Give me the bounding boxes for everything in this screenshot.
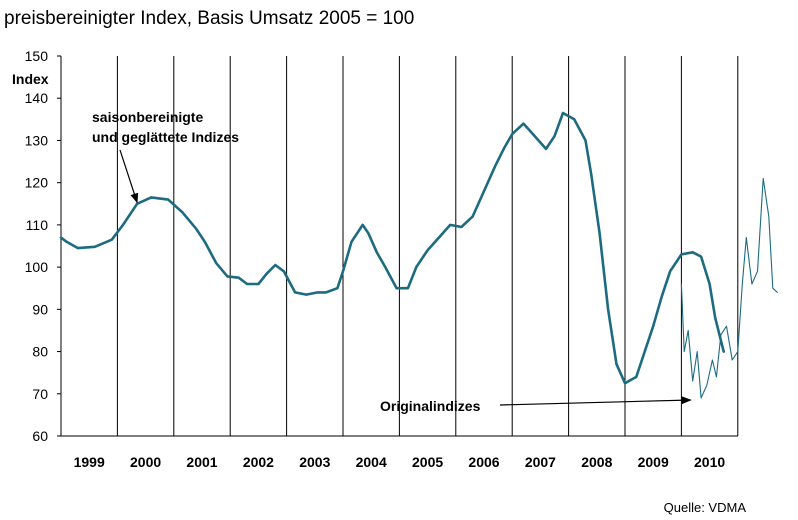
y-tick-label: 140: [25, 90, 49, 106]
x-tick-label: 2002: [243, 454, 274, 470]
annotations: saisonbereinigte und geglättete Indizes Or…: [92, 109, 692, 414]
series-group: [59, 111, 778, 399]
y-axis-label: Index: [12, 71, 49, 87]
x-tick-label: 2001: [186, 454, 217, 470]
annotation-smoothed-line2: und geglättete Indizes: [92, 129, 239, 145]
source-note: Quelle: VDMA: [663, 500, 746, 515]
year-grid: [60, 56, 739, 436]
x-axis: 1999 2000 2001 2002 2003 2004 2005 2006 2007 2008…: [61, 435, 738, 470]
y-tick-label: 130: [25, 132, 49, 148]
x-tick-label: 2005: [412, 454, 443, 470]
y-tick-label: 60: [32, 428, 48, 444]
series-line-smoothed: [59, 111, 726, 385]
x-tick-label: 2007: [525, 454, 556, 470]
annotation-arrow-original: [499, 396, 692, 406]
y-tick-label: 100: [25, 259, 49, 275]
x-tick-label: 2000: [130, 454, 161, 470]
x-tick-label: 2006: [468, 454, 499, 470]
y-tick-label: 70: [32, 386, 48, 402]
annotation-smoothed-line1: saisonbereinigte: [92, 109, 203, 125]
y-tick-label: 80: [32, 344, 48, 360]
x-tick-label: 2003: [299, 454, 330, 470]
x-tick-label: 2010: [694, 454, 725, 470]
y-tick-label: 150: [25, 48, 49, 64]
series-line-original: [680, 177, 778, 399]
chart-title: preisbereinigter Index, Basis Umsatz 200…: [4, 8, 415, 29]
x-tick-label: 1999: [74, 454, 105, 470]
y-tick-label: 110: [26, 217, 49, 233]
x-tick-label: 2004: [356, 454, 387, 470]
y-axis: 60 70 80 90 100 110 120 130 140 150 Index: [12, 48, 62, 444]
y-tick-label: 90: [32, 301, 48, 317]
annotation-original: Originalindizes: [380, 398, 481, 414]
x-tick-label: 2008: [581, 454, 612, 470]
x-tick-label: 2009: [638, 454, 669, 470]
annotation-arrow-smoothed: [119, 149, 139, 204]
y-tick-label: 120: [25, 175, 49, 191]
